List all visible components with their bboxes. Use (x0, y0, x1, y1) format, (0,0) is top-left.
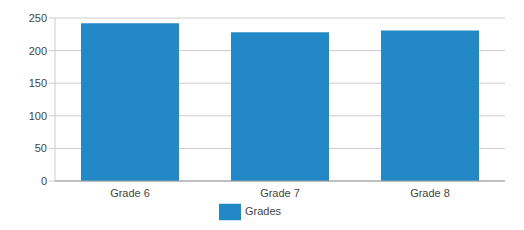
svg-text:0: 0 (41, 175, 47, 187)
svg-text:Grade 6: Grade 6 (110, 187, 150, 199)
svg-text:Grade 8: Grade 8 (410, 187, 450, 199)
svg-text:250: 250 (29, 12, 47, 24)
svg-text:200: 200 (29, 45, 47, 57)
svg-text:100: 100 (29, 110, 47, 122)
html-text:Grades: Grades (245, 204, 281, 217)
svg-text:Grade 7: Grade 7 (260, 187, 300, 199)
svg-text:150: 150 (29, 77, 47, 89)
svg-text:50: 50 (35, 142, 47, 154)
